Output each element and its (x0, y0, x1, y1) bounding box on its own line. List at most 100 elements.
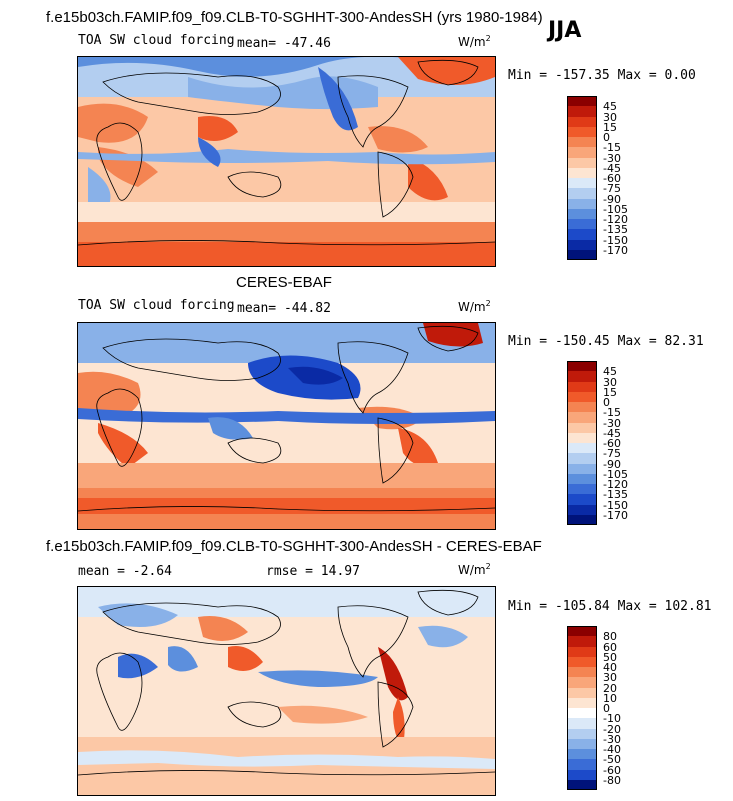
colorbar-swatch (568, 126, 596, 137)
colorbar-tick-label: 30 (603, 375, 617, 389)
colorbar-tick-label: -135 (603, 488, 628, 502)
colorbar-swatch (568, 473, 596, 484)
colorbar-tick-label: -45 (603, 426, 621, 440)
colorbar-swatch (568, 239, 596, 250)
panel2-variable: TOA SW cloud forcing (78, 298, 235, 313)
colorbar-tick-label: -105 (603, 202, 628, 216)
panel1-map (77, 56, 496, 267)
colorbar-tick-label: -120 (603, 213, 628, 226)
colorbar-swatch (568, 687, 596, 698)
panel2-mean: mean= -44.82 (237, 301, 331, 316)
colorbar-tick-label: -90 (603, 192, 621, 206)
colorbar-swatch (568, 646, 596, 657)
colorbar-tick-label: 45 (603, 100, 617, 114)
colorbar-tick-label: 30 (603, 110, 617, 124)
colorbar-tick-label: -40 (603, 743, 621, 756)
colorbar-tick-label: -150 (603, 233, 628, 247)
colorbar-swatch (568, 667, 596, 678)
colorbar-swatch (568, 188, 596, 199)
colorbar-swatch (568, 656, 596, 667)
colorbar-swatch (568, 779, 596, 790)
colorbar-tick-label: 0 (603, 702, 610, 715)
panel3-minmax: Min = -105.84 Max = 102.81 (508, 599, 712, 614)
colorbar-tick-label: 50 (603, 650, 617, 664)
colorbar-tick-label: -170 (603, 243, 628, 257)
colorbar-swatch (568, 147, 596, 158)
panel3-units: W/m2 (458, 562, 491, 577)
colorbar-tick-label: -45 (603, 161, 621, 175)
colorbar-tick-label: -120 (603, 478, 628, 491)
colorbar-swatch (568, 371, 596, 382)
colorbar-swatch (568, 96, 596, 107)
colorbar-swatch (568, 219, 596, 230)
panel1-map-canvas (78, 57, 495, 266)
colorbar-swatch (568, 391, 596, 402)
colorbar-swatch (568, 249, 596, 260)
panel2-map-canvas (78, 323, 495, 529)
colorbar-swatch (568, 759, 596, 770)
colorbar-swatch (568, 494, 596, 505)
panel1-units: W/m2 (458, 34, 491, 49)
panel2-minmax: Min = -150.45 Max = 82.31 (508, 334, 704, 349)
panel1-colorbar-swatches (567, 96, 597, 260)
panel3-colorbar-swatches (567, 626, 597, 790)
colorbar-tick-label: -75 (603, 447, 621, 461)
colorbar-swatch (568, 381, 596, 392)
colorbar-swatch (568, 453, 596, 464)
colorbar-swatch (568, 697, 596, 708)
colorbar-swatch (568, 504, 596, 515)
panel1-minmax: Min = -157.35 Max = 0.00 (508, 68, 696, 83)
colorbar-swatch (568, 708, 596, 719)
colorbar-swatch (568, 412, 596, 423)
colorbar-swatch (568, 422, 596, 433)
panel1-mean: mean= -47.46 (237, 36, 331, 51)
colorbar-swatch (568, 636, 596, 647)
colorbar-tick-label: 40 (603, 661, 617, 674)
colorbar-swatch (568, 749, 596, 760)
colorbar-tick-label: 0 (603, 396, 610, 409)
colorbar-swatch (568, 463, 596, 474)
colorbar-tick-label: -75 (603, 182, 621, 196)
colorbar-tick-label: -15 (603, 141, 621, 155)
colorbar-tick-label: -30 (603, 416, 621, 430)
colorbar-tick-label: -135 (603, 223, 628, 237)
colorbar-tick-label: -50 (603, 753, 621, 767)
panel2-title: CERES-EBAF (236, 274, 332, 291)
colorbar-tick-label: -10 (603, 712, 621, 726)
colorbar-swatch (568, 229, 596, 240)
colorbar-swatch (568, 157, 596, 168)
colorbar-swatch (568, 178, 596, 189)
colorbar-tick-label: 80 (603, 630, 617, 644)
colorbar-swatch (568, 738, 596, 749)
panel3-mean: mean = -2.64 (78, 564, 172, 579)
colorbar-tick-label: -90 (603, 457, 621, 471)
colorbar-swatch (568, 198, 596, 209)
panel2-units: W/m2 (458, 299, 491, 314)
colorbar-tick-label: -150 (603, 498, 628, 512)
colorbar-tick-label: 60 (603, 640, 617, 654)
colorbar-tick-label: -60 (603, 172, 621, 185)
colorbar-swatch (568, 116, 596, 127)
panel3-map (77, 586, 496, 796)
colorbar-swatch (568, 728, 596, 739)
colorbar-swatch (568, 106, 596, 117)
panel1-title: f.e15b03ch.FAMIP.f09_f09.CLB-T0-SGHHT-30… (46, 9, 543, 26)
colorbar-swatch (568, 137, 596, 148)
colorbar-tick-label: 0 (603, 131, 610, 144)
colorbar-tick-label: 30 (603, 671, 617, 685)
colorbar-swatch (568, 402, 596, 413)
colorbar-tick-label: -15 (603, 406, 621, 420)
panel2-colorbar-swatches (567, 361, 597, 525)
colorbar-tick-label: 45 (603, 365, 617, 379)
colorbar-swatch (568, 514, 596, 525)
colorbar-swatch (568, 361, 596, 372)
colorbar-swatch (568, 208, 596, 219)
colorbar-tick-label: -105 (603, 467, 628, 481)
colorbar-swatch (568, 718, 596, 729)
colorbar-tick-label: 20 (603, 681, 617, 695)
panel2-map (77, 322, 496, 530)
colorbar-tick-label: -30 (603, 151, 621, 165)
panel3-map-canvas (78, 587, 495, 795)
colorbar-swatch (568, 626, 596, 637)
colorbar-tick-label: 10 (603, 691, 617, 705)
